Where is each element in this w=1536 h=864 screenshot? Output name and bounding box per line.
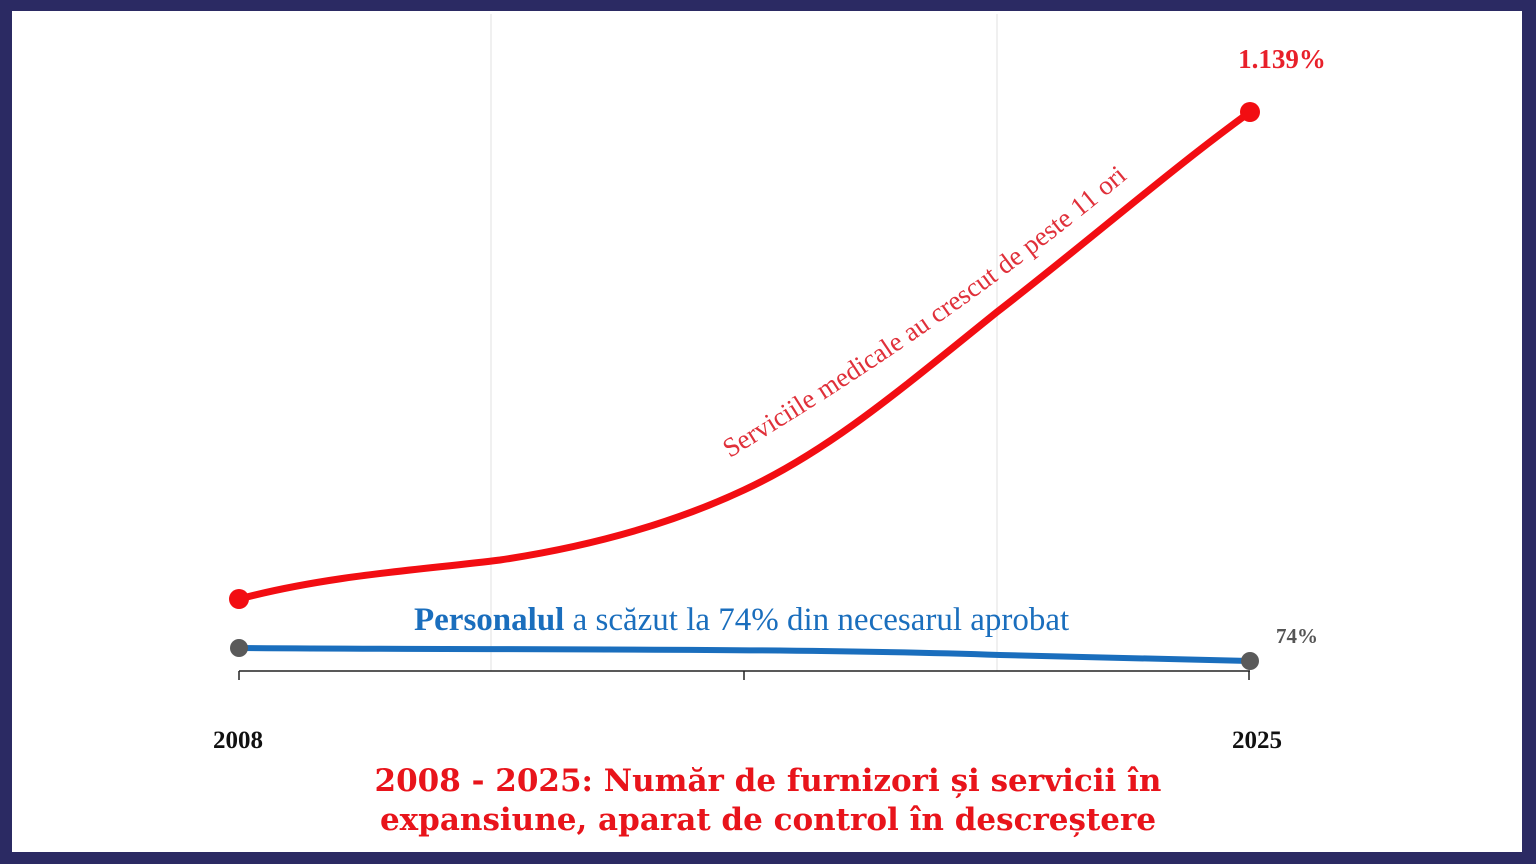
series-line-servicii: [235, 108, 1254, 603]
chart-caption: 2008 - 2025: Număr de furnizori și servi…: [0, 762, 1536, 840]
x-tick-label-2008: 2008: [213, 727, 263, 754]
data-point-personal-2008: [230, 639, 248, 657]
caption-line-1: 2008 - 2025: Număr de furnizori și servi…: [374, 763, 1162, 799]
x-tick-label-2025: 2025: [1232, 727, 1282, 754]
series-line-personal: [236, 645, 1253, 664]
data-point-servicii-2025: [1240, 102, 1260, 122]
caption-line-2: expansiune, aparat de control în descreș…: [379, 802, 1157, 838]
annotation-personal-bold: Personalul: [414, 602, 564, 638]
end-value-servicii: 1.139%: [1238, 44, 1326, 74]
x-axis: [238, 670, 1250, 680]
annotation-servicii: Serviciile medicale au crescut de peste …: [717, 160, 1131, 464]
data-point-personal-2025: [1241, 652, 1259, 670]
annotation-personal-rest: a scăzut la 74% din necesarul aprobat: [564, 602, 1069, 638]
data-point-servicii-2008: [229, 589, 249, 609]
annotation-personal: Personalul a scăzut la 74% din necesarul…: [414, 602, 1069, 638]
end-value-personal: 74%: [1276, 624, 1318, 648]
chart-frame: [12, 11, 1522, 852]
